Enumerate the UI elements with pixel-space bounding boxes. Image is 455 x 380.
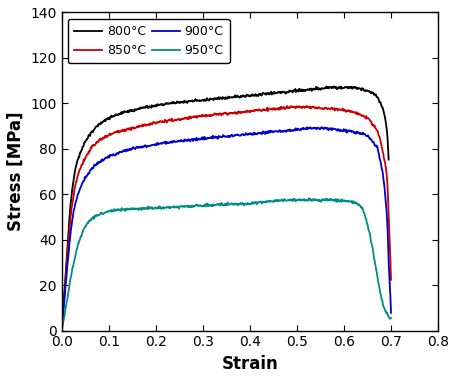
X-axis label: Strain: Strain: [221, 355, 278, 373]
Y-axis label: Stress [MPa]: Stress [MPa]: [7, 112, 25, 231]
Legend: 800°C, 850°C, 900°C, 950°C: 800°C, 850°C, 900°C, 950°C: [68, 19, 229, 63]
